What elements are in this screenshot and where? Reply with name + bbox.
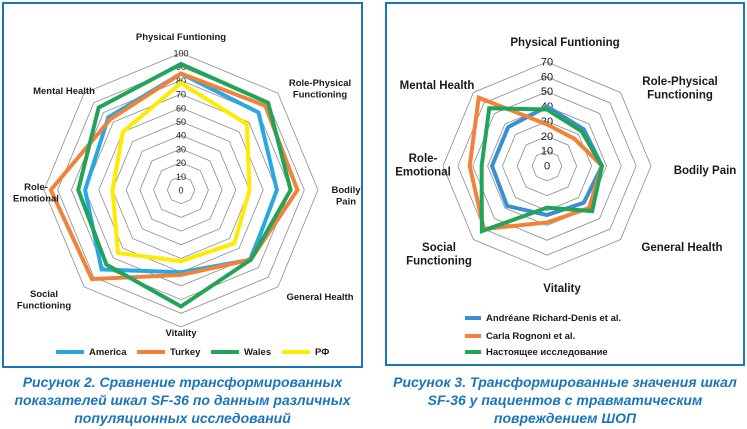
grid-ring: [57, 66, 305, 314]
series-line-wales: [76, 61, 293, 309]
radial-tick-label: 60: [176, 103, 186, 113]
axis-label-general-health: General Health: [286, 292, 353, 303]
radial-tick-label: 20: [541, 131, 553, 143]
radial-tick-label: 0: [178, 186, 183, 196]
figure-caption-3: Рисунок 3. Трансформированные значения ш…: [393, 374, 737, 426]
legend-label-wales: Wales: [244, 347, 271, 358]
axis-label-physical-funtioning: Physical Funtioning: [136, 32, 226, 43]
axis-label-physical-funtioning: Physical Funtioning: [510, 37, 619, 49]
grid-ring: [112, 121, 250, 259]
legend-label-turkey: Turkey: [170, 347, 201, 358]
grid-ring: [84, 93, 278, 287]
series-line-рф: [110, 80, 252, 264]
legend-swatch-america: [56, 350, 84, 354]
legend-label-настоящее-исследование: Настоящее исследование: [486, 347, 608, 358]
legend-label-andr-ane-richard-denis-et-al: Andréane Richard-Denis et al.: [486, 313, 621, 324]
grid-ring: [153, 162, 209, 218]
legend-swatch-carla-rognoni-et-al: [465, 334, 481, 338]
grid-ring: [43, 52, 319, 328]
radial-tick-label: 60: [541, 71, 553, 83]
axis-label-social-functioning: Social Functioning: [17, 289, 72, 312]
radial-tick-label: 10: [541, 146, 553, 158]
grid-ring: [442, 61, 652, 271]
axis-label-role-emotional: Role-Emotional: [395, 153, 451, 179]
legend-swatch-andr-ane-richard-denis-et-al: [465, 316, 481, 320]
chart-panel-cervical-spine: 0 10 20 30 40 50 60 70 Physical Funtioning Role-P…: [385, 2, 745, 366]
legend-label-america: America: [89, 347, 127, 358]
legend-label-carla-rognoni-et-al: Carla Rognoni et al.: [486, 331, 575, 342]
grid-ring: [487, 106, 607, 226]
axis-label-role-physical-functioning: Role-Physical Functioning: [642, 76, 717, 102]
legend-swatch-рф: [282, 350, 310, 354]
axis-label-mental-health: Mental Health: [400, 80, 475, 92]
series-line-america: [83, 71, 279, 275]
legend-swatch-настоящее-исследование: [465, 350, 481, 354]
chart-panel-population: 0 10 20 30 40 50 60 70 80 90 100 Physical Funtionin…: [2, 2, 363, 368]
axis-label-mental-health: Mental Health: [33, 86, 95, 97]
axis-label-vitality: Vitality: [166, 328, 198, 339]
radial-tick-label: 100: [173, 49, 188, 59]
axis-label-role-emotional: Role-Emotional: [13, 182, 59, 205]
grid-ring: [516, 135, 578, 197]
axis-label-general-health: General Health: [641, 242, 722, 254]
grid-ring: [139, 148, 223, 232]
axis-label-bodily-pain: Bodily Pain: [674, 165, 737, 177]
radial-tick-label: 30: [176, 144, 186, 154]
radial-tick-label: 70: [176, 90, 186, 100]
axis-label-role-physical-functioning: Role-Physical Functioning: [289, 78, 351, 101]
series-line-настоящее-исследование: [479, 106, 605, 234]
grid-ring: [125, 134, 237, 246]
radial-tick-label: 70: [541, 57, 553, 69]
radial-tick-label: 50: [541, 86, 553, 98]
series-line-carla-rognoni-et-al: [467, 94, 605, 232]
radial-tick-label: 10: [176, 172, 186, 182]
axis-label-vitality: Vitality: [543, 283, 581, 295]
legend-label-рф: РФ: [315, 347, 329, 358]
axis-label-social-functioning: Social Functioning: [406, 242, 472, 268]
radial-tick-label: 40: [176, 131, 186, 141]
radial-tick-label: 50: [176, 117, 186, 127]
figure-caption-2: Рисунок 2. Сравнение трансформированных …: [14, 374, 351, 426]
legend-swatch-wales: [211, 350, 239, 354]
legend-swatch-turkey: [137, 350, 165, 354]
grid-ring: [531, 150, 563, 182]
radial-tick-label: 90: [176, 62, 186, 72]
radial-tick-label: 0: [544, 161, 550, 173]
axis-label-bodily-pain: Bodily Pain: [331, 185, 361, 208]
grid-ring: [166, 175, 196, 205]
radial-tick-label: 20: [176, 158, 186, 168]
